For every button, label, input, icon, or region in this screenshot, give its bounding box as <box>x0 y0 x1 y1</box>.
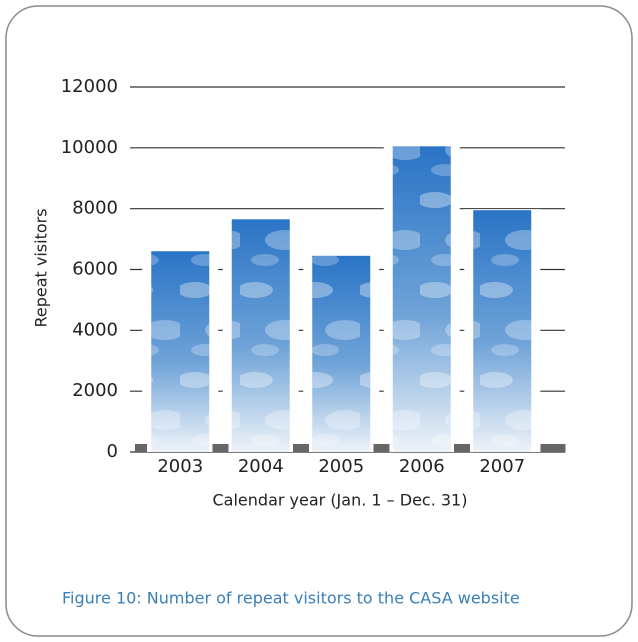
bar-clouds <box>392 146 451 452</box>
x-tick-label: 2004 <box>238 456 284 477</box>
y-tick-label: 8000 <box>72 198 118 219</box>
x-tick-label: 2006 <box>399 456 445 477</box>
x-tick-label: 2003 <box>157 456 203 477</box>
y-tick-label: 10000 <box>61 137 118 158</box>
x-tick-label: 2007 <box>479 456 525 477</box>
bar-clouds <box>473 210 532 452</box>
y-tick-label: 6000 <box>72 259 118 280</box>
y-tick-label: 12000 <box>61 76 118 97</box>
base-block <box>212 444 229 452</box>
bar-clouds <box>151 251 210 452</box>
base-block <box>454 444 470 452</box>
caption: Figure 10: Number of repeat visitors to … <box>62 589 520 608</box>
base-block <box>293 444 309 452</box>
y-tick-label: 4000 <box>72 319 118 340</box>
y-tick-label: 2000 <box>72 380 118 401</box>
x-axis-label: Calendar year (Jan. 1 – Dec. 31) <box>213 491 468 510</box>
bar-clouds <box>312 255 371 452</box>
y-axis-label: Repeat visitors <box>32 208 51 327</box>
base-block <box>135 444 147 452</box>
base-block <box>540 444 566 452</box>
base-block <box>373 444 390 452</box>
bar-clouds <box>231 219 290 452</box>
x-tick-label: 2005 <box>318 456 364 477</box>
y-tick-label: 0 <box>107 441 118 462</box>
